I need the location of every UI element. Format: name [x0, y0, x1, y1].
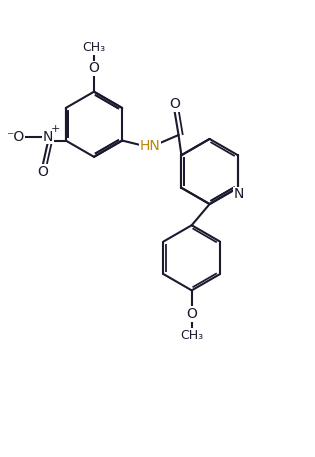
- Text: CH₃: CH₃: [83, 41, 106, 54]
- Text: +: +: [50, 124, 60, 134]
- Text: HN: HN: [140, 139, 160, 154]
- Text: ⁻O: ⁻O: [6, 130, 24, 143]
- Text: O: O: [37, 165, 49, 179]
- Text: N: N: [233, 187, 244, 201]
- Text: CH₃: CH₃: [180, 329, 203, 341]
- Text: O: O: [169, 97, 180, 112]
- Text: O: O: [186, 307, 197, 321]
- Text: O: O: [89, 61, 100, 75]
- Text: N: N: [43, 130, 53, 143]
